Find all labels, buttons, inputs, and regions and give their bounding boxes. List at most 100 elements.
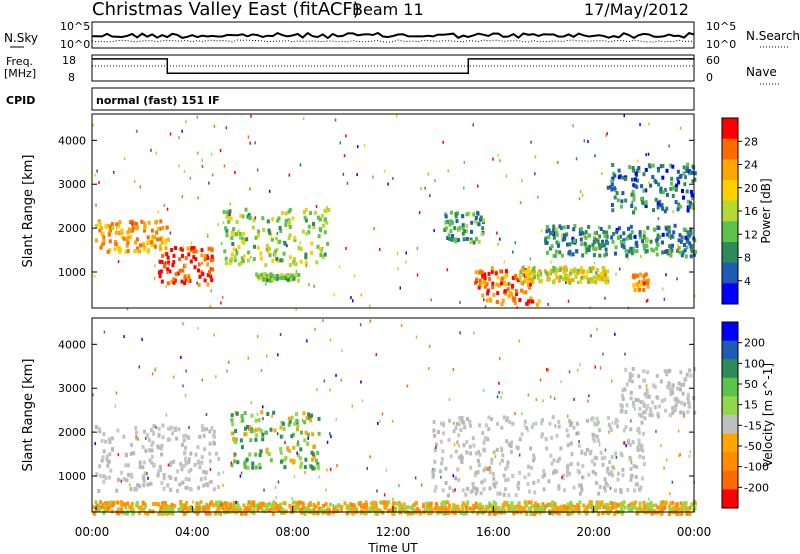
heatmap-cell xyxy=(245,237,249,242)
heatmap-cell xyxy=(131,228,135,233)
freq-tick-top: 18 xyxy=(62,54,76,67)
heatmap-cell xyxy=(575,432,577,436)
heatmap-cell xyxy=(256,507,260,512)
heatmap-cell xyxy=(631,373,635,378)
heatmap-cell xyxy=(206,256,210,260)
heatmap-cell xyxy=(431,473,435,478)
heatmap-cell xyxy=(477,450,481,455)
heatmap-cell xyxy=(640,184,644,189)
heatmap-cell xyxy=(656,242,660,247)
heatmap-cell xyxy=(539,378,542,382)
heatmap-cell xyxy=(686,392,690,397)
x-tick-label: 12:00 xyxy=(376,525,411,539)
heatmap-cell xyxy=(279,333,282,336)
heatmap-cell xyxy=(574,273,578,278)
heatmap-cell xyxy=(488,486,492,491)
heatmap-cell xyxy=(119,247,123,252)
heatmap-cell xyxy=(671,390,675,395)
heatmap-cell xyxy=(292,445,296,450)
heatmap-cell xyxy=(150,454,154,459)
heatmap-cell xyxy=(159,468,162,473)
heatmap-cell xyxy=(645,299,648,303)
heatmap-cell xyxy=(462,511,466,516)
heatmap-cell xyxy=(632,168,636,173)
heatmap-cell xyxy=(107,232,111,237)
heatmap-cell xyxy=(298,456,302,461)
heatmap-cell xyxy=(120,503,124,508)
heatmap-cell xyxy=(310,450,314,455)
heatmap-cell xyxy=(493,504,497,509)
heatmap-cell xyxy=(468,419,472,424)
heatmap-cell xyxy=(147,220,151,225)
heatmap-cell xyxy=(261,432,265,437)
heatmap-cell xyxy=(593,433,597,438)
heatmap-cell xyxy=(635,240,639,245)
heatmap-cell xyxy=(432,468,436,473)
heatmap-cell xyxy=(563,236,567,241)
heatmap-cell xyxy=(178,268,182,273)
heatmap-cell xyxy=(568,419,572,424)
heatmap-cell xyxy=(104,476,108,481)
heatmap-cell xyxy=(353,274,356,278)
heatmap-cell xyxy=(649,183,653,188)
heatmap-cell xyxy=(207,246,211,251)
heatmap-cell xyxy=(230,252,234,257)
heatmap-cell xyxy=(607,509,610,514)
heatmap-cell xyxy=(632,273,635,278)
heatmap-cell xyxy=(101,455,105,460)
heatmap-cell xyxy=(394,509,397,513)
heatmap-cell xyxy=(249,438,253,443)
heatmap-cell xyxy=(536,505,540,510)
heatmap-cell xyxy=(649,239,653,244)
heatmap-cell xyxy=(483,279,487,284)
heatmap-cell xyxy=(594,471,598,476)
heatmap-cell xyxy=(594,456,598,461)
heatmap-cell xyxy=(620,199,624,204)
heatmap-cell xyxy=(558,456,561,461)
heatmap-cell xyxy=(659,379,663,384)
heatmap-cell xyxy=(316,388,318,392)
colorbar-tick-label: 200 xyxy=(744,337,765,350)
heatmap-cell xyxy=(340,378,342,382)
heatmap-cell xyxy=(658,235,662,239)
heatmap-cell xyxy=(222,210,226,215)
heatmap-cell xyxy=(629,467,633,471)
heatmap-cell xyxy=(213,434,217,439)
heatmap-cell xyxy=(629,427,633,432)
heatmap-cell xyxy=(206,282,210,287)
heatmap-cell xyxy=(115,391,118,395)
heatmap-cell xyxy=(596,328,598,331)
heatmap-cell xyxy=(200,248,204,253)
heatmap-cell xyxy=(645,243,649,248)
heatmap-cell xyxy=(165,413,168,417)
heatmap-cell xyxy=(629,457,633,462)
heatmap-cell xyxy=(677,238,681,243)
heatmap-cell xyxy=(559,446,563,451)
heatmap-cell xyxy=(648,497,650,501)
heatmap-cell xyxy=(635,282,639,287)
heatmap-cell xyxy=(610,428,613,433)
heatmap-cell xyxy=(447,493,450,498)
heatmap-cell xyxy=(476,470,480,474)
heatmap-cell xyxy=(634,206,637,211)
heatmap-cell xyxy=(189,176,192,180)
heatmap-cell xyxy=(318,227,322,232)
heatmap-cell xyxy=(542,509,546,514)
heatmap-cell xyxy=(553,502,557,507)
heatmap-cell xyxy=(240,236,244,241)
heatmap-cell xyxy=(667,225,671,230)
heatmap-cell xyxy=(505,501,509,506)
heatmap-cell xyxy=(189,451,193,456)
heatmap-cell xyxy=(679,400,683,405)
heatmap-cell xyxy=(639,508,643,513)
heatmap-cell xyxy=(664,500,668,505)
heatmap-cell xyxy=(227,360,230,364)
heatmap-cell xyxy=(466,500,470,505)
heatmap-cell xyxy=(429,194,431,198)
heatmap-cell xyxy=(446,236,450,240)
heatmap-cell xyxy=(684,254,688,259)
heatmap-cell xyxy=(688,368,692,373)
heatmap-cell xyxy=(232,227,236,232)
heatmap-cell xyxy=(494,271,498,276)
heatmap-cell xyxy=(290,415,294,420)
